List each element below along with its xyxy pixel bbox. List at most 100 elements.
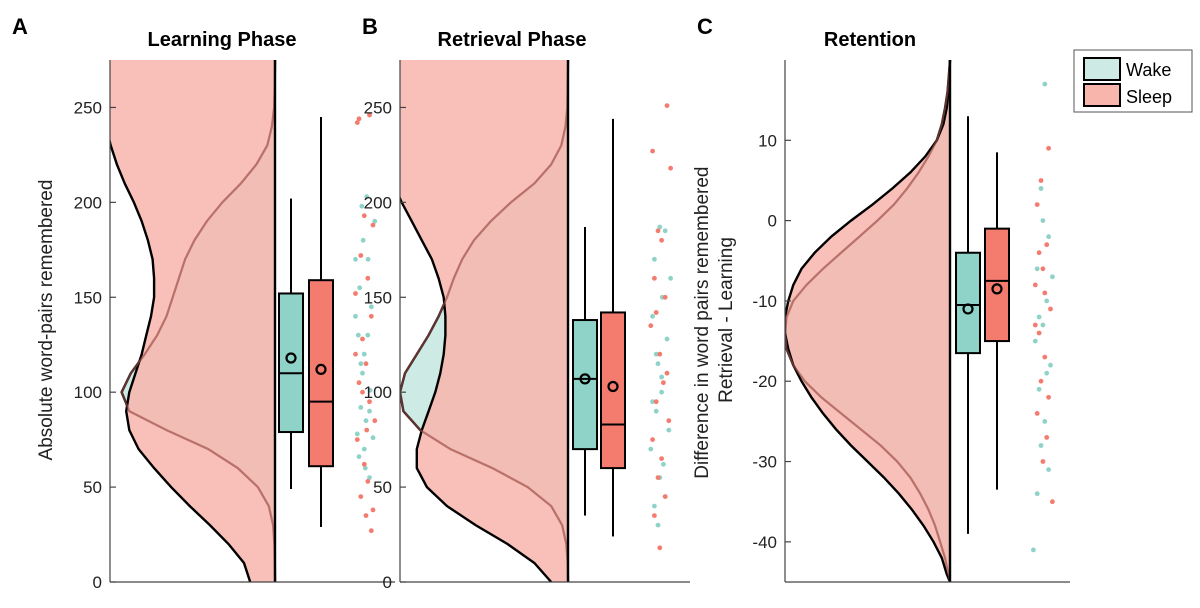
- rain-point-wake: [661, 461, 666, 467]
- rain-point-sleep: [653, 399, 659, 405]
- mean-marker-sleep: [991, 283, 1003, 295]
- rain-point-sleep: [1040, 459, 1046, 464]
- y-axis-label-c: Difference in word pairs remembered Retr…: [692, 161, 737, 479]
- rain-point-wake: [648, 446, 654, 452]
- plot-area-a: 0 50 100 150 200 250: [74, 60, 395, 592]
- rain-point-sleep: [662, 494, 668, 499]
- rain-point-wake: [1036, 314, 1042, 320]
- rain-point-wake: [354, 431, 360, 437]
- y-axis-label-a: Absolute word-pairs remembered: [36, 180, 57, 461]
- rain-point-wake: [653, 351, 659, 357]
- rain-point-sleep: [365, 479, 371, 484]
- rain-point-sleep: [368, 528, 374, 534]
- rain-point-wake: [1040, 218, 1046, 224]
- rain-point-wake: [655, 361, 661, 367]
- rain-point-wake: [367, 387, 373, 393]
- rain-point-wake: [1044, 370, 1050, 376]
- rain-point-wake: [655, 522, 661, 528]
- rain-point-sleep: [358, 494, 364, 499]
- rain-point-sleep: [668, 165, 673, 171]
- rain-point-sleep: [363, 361, 369, 367]
- rain-point-sleep: [363, 513, 369, 518]
- rain-point-wake: [1050, 274, 1055, 280]
- rain-point-sleep: [353, 291, 358, 296]
- mean-marker-wake: [285, 352, 297, 364]
- rain-point-sleep: [655, 475, 661, 480]
- rain-point-sleep: [354, 120, 360, 125]
- rain-point-wake: [367, 475, 372, 480]
- rain-point-sleep: [1036, 250, 1042, 256]
- rain-point-sleep: [1044, 435, 1050, 440]
- mean-marker-sleep: [315, 363, 327, 376]
- rain-point-sleep: [1046, 394, 1051, 400]
- y-tick-label: 200: [364, 193, 392, 212]
- y-tick-label: -10: [752, 292, 777, 311]
- rain-point-sleep: [650, 148, 655, 154]
- rain-point-wake: [1032, 338, 1038, 344]
- rain-point-wake: [360, 237, 366, 243]
- rain-point-sleep: [1046, 145, 1051, 151]
- rain-point-wake: [361, 446, 367, 452]
- panel-retention: C Retention Difference in word pairs rem…: [692, 14, 1070, 583]
- rain-point-wake: [372, 218, 378, 224]
- panel-title-retrieval: Retrieval Phase: [438, 29, 587, 51]
- rain-point-wake: [659, 389, 664, 395]
- legend: Wake Sleep: [1073, 49, 1193, 113]
- rain-point-sleep: [1036, 330, 1042, 336]
- box-wake: [955, 251, 981, 355]
- rain-point-wake: [666, 427, 672, 433]
- rain-point-wake: [1040, 322, 1046, 328]
- rain-point-wake: [662, 228, 668, 234]
- rain-point-sleep: [364, 427, 370, 433]
- rain-point-sleep: [1032, 282, 1038, 288]
- rain-point-sleep: [648, 323, 654, 329]
- rain-point-sleep: [1034, 202, 1040, 208]
- y-tick-label: 0: [768, 212, 777, 231]
- cloud-sleep: [400, 60, 568, 582]
- rain-point-wake: [1048, 362, 1053, 368]
- rain-point-wake: [363, 418, 369, 424]
- rain-point-sleep: [356, 380, 362, 386]
- y-tick-label: 50: [373, 478, 392, 497]
- rain-point-wake: [353, 313, 358, 319]
- rain-point-sleep: [659, 456, 664, 461]
- rain-point-wake: [358, 361, 364, 367]
- rain-point-wake: [1046, 467, 1051, 472]
- rain-point-wake: [659, 374, 664, 380]
- rain-point-wake: [1046, 234, 1051, 240]
- rain-point-sleep: [372, 418, 378, 424]
- y-tick-label: 0: [93, 573, 102, 592]
- rain-point-wake: [652, 256, 657, 262]
- mean-marker-sleep: [607, 380, 619, 393]
- rain-point-wake: [353, 256, 358, 262]
- rain-point-sleep: [1038, 178, 1044, 183]
- legend-swatch-wake: [1083, 57, 1121, 81]
- y-tick-label: -20: [752, 372, 777, 391]
- rain-point-sleep: [361, 213, 367, 219]
- rain-point-sleep: [1038, 378, 1044, 384]
- cloud-outline-sleep: [785, 60, 952, 582]
- y-tick-label: 10: [758, 131, 777, 150]
- y-tick-label: 50: [83, 478, 102, 497]
- rain-point-wake: [652, 503, 657, 509]
- rain-point-sleep: [653, 310, 659, 315]
- cloud-sleep: [785, 60, 950, 582]
- rain-point-wake: [357, 285, 363, 291]
- plot-content: [400, 60, 673, 582]
- panel-letter-c: C: [697, 14, 713, 39]
- cloud-outline-wake-ghost: [400, 60, 569, 582]
- rain-point-sleep: [360, 336, 365, 342]
- rain-point-sleep: [365, 275, 371, 281]
- rain-point-wake: [365, 332, 371, 338]
- rain-point-sleep: [358, 253, 364, 258]
- rain-point-sleep: [655, 228, 661, 234]
- rain-point-wake: [1034, 266, 1040, 272]
- rain-point-wake: [1042, 81, 1048, 87]
- rain-point-sleep: [650, 437, 655, 442]
- rain-point-wake: [368, 304, 374, 310]
- rain-point-wake: [1036, 386, 1042, 392]
- cloud-outline-wake-ghost: [785, 60, 951, 582]
- legend-label-sleep: Sleep: [1126, 87, 1172, 107]
- rain-point-wake: [668, 275, 673, 281]
- plot-content: [785, 60, 1055, 582]
